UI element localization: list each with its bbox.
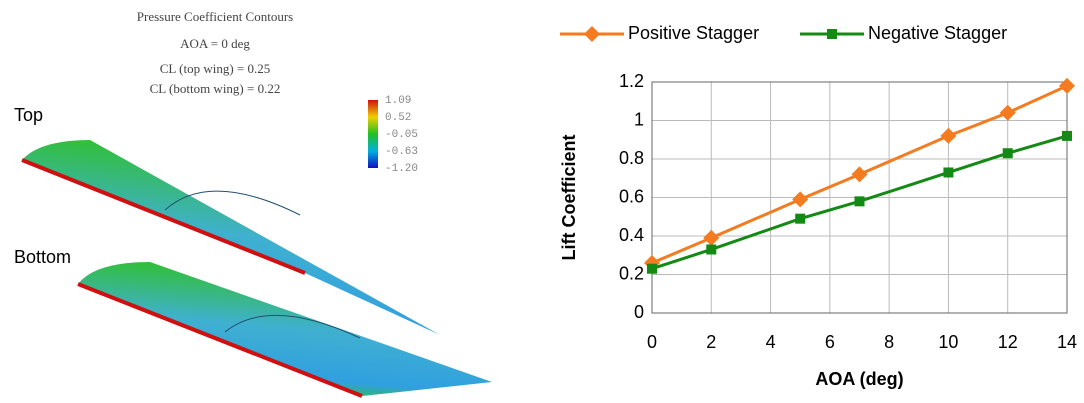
marker	[852, 166, 868, 182]
marker	[1003, 148, 1013, 158]
marker	[792, 191, 808, 207]
colorbar-label: 0.52	[385, 112, 411, 124]
y-tick-label: 1.2	[619, 71, 644, 91]
contour-subtitle: AOA = 0 deg	[180, 36, 250, 51]
wing-label: Top	[14, 105, 43, 125]
colorbar-label: 1.09	[385, 95, 411, 107]
marker	[584, 26, 600, 42]
marker	[943, 167, 953, 177]
colorbar-label: -0.63	[385, 146, 418, 158]
figure: Pressure Coefficient Contours AOA = 0 de…	[0, 0, 1084, 403]
x-tick-label: 6	[825, 332, 835, 352]
y-tick-label: 0.2	[619, 263, 644, 283]
marker	[795, 214, 805, 224]
legend-label: Negative Stagger	[868, 23, 1007, 43]
marker	[1000, 105, 1016, 121]
y-tick-label: 0.4	[619, 225, 644, 245]
x-tick-label: 14	[1057, 332, 1077, 352]
y-axis-title: Lift Coefficient	[559, 135, 579, 261]
x-axis-title: AOA (deg)	[815, 369, 903, 389]
colorbar-label: -0.05	[385, 129, 418, 141]
legend-label: Positive Stagger	[628, 23, 759, 43]
wing-bottom	[78, 262, 492, 396]
x-tick-label: 0	[647, 332, 657, 352]
marker	[1062, 131, 1072, 141]
x-tick-label: 4	[766, 332, 776, 352]
x-tick-label: 10	[938, 332, 958, 352]
marker	[827, 29, 837, 39]
x-tick-label: 8	[884, 332, 894, 352]
colorbar-label: -1.20	[385, 163, 418, 175]
marker	[940, 128, 956, 144]
marker	[703, 230, 719, 246]
x-tick-label: 12	[998, 332, 1018, 352]
contour-title: Pressure Coefficient Contours	[137, 9, 293, 24]
marker	[647, 264, 657, 274]
marker	[1059, 78, 1075, 94]
marker	[706, 244, 716, 254]
contour-note: CL (top wing) = 0.25	[160, 61, 270, 76]
marker	[855, 196, 865, 206]
y-tick-label: 0	[634, 302, 644, 322]
y-tick-label: 0.8	[619, 148, 644, 168]
y-tick-label: 0.6	[619, 186, 644, 206]
contour-note: CL (bottom wing) = 0.22	[150, 81, 281, 96]
wing-label: Bottom	[14, 247, 71, 267]
colorbar	[368, 100, 378, 168]
x-tick-label: 2	[706, 332, 716, 352]
y-tick-label: 1	[634, 109, 644, 129]
